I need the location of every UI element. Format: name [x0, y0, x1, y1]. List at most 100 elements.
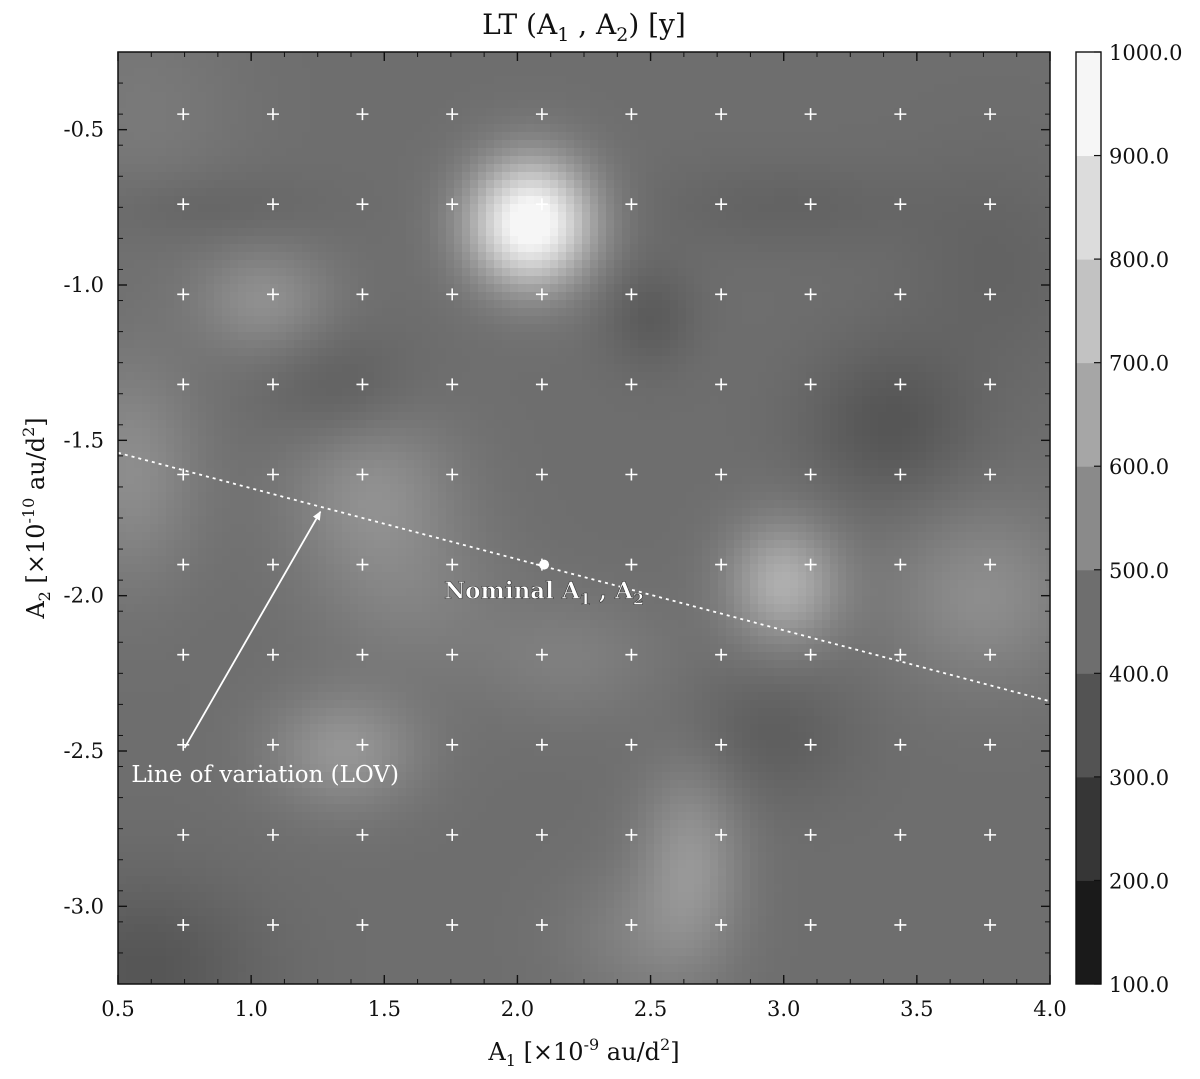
- heatmap-cell: [582, 140, 591, 149]
- heatmap-cell: [822, 76, 831, 85]
- heatmap-cell: [262, 172, 271, 181]
- heatmap-cell: [542, 316, 551, 325]
- heatmap-cell: [566, 148, 575, 157]
- heatmap-cell: [342, 308, 351, 317]
- heatmap-cell: [150, 380, 159, 389]
- heatmap-cell: [574, 180, 583, 189]
- heatmap-cell: [302, 68, 311, 77]
- heatmap-cell: [606, 364, 615, 373]
- heatmap-cell: [726, 204, 735, 213]
- heatmap-cell: [134, 76, 143, 85]
- heatmap-cell: [590, 316, 599, 325]
- heatmap-cell: [790, 180, 799, 189]
- heatmap-cell: [1046, 292, 1050, 301]
- heatmap-cell: [990, 92, 999, 101]
- heatmap-cell: [1030, 252, 1039, 261]
- heatmap-cell: [934, 148, 943, 157]
- heatmap-cell: [1022, 124, 1031, 133]
- heatmap-cell: [1006, 260, 1015, 269]
- heatmap-cell: [894, 60, 903, 69]
- heatmap-cell: [614, 100, 623, 109]
- heatmap-cell: [670, 388, 679, 397]
- heatmap-cell: [262, 388, 271, 397]
- heatmap-cell: [310, 132, 319, 141]
- heatmap-cell: [966, 148, 975, 157]
- heatmap-cell: [982, 148, 991, 157]
- heatmap-cell: [910, 300, 919, 309]
- heatmap-cell: [678, 284, 687, 293]
- heatmap-cell: [438, 228, 447, 237]
- heatmap-cell: [742, 244, 751, 253]
- heatmap-cell: [606, 348, 615, 357]
- heatmap-cell: [742, 60, 751, 69]
- heatmap-cell: [974, 292, 983, 301]
- heatmap-cell: [534, 364, 543, 373]
- heatmap-cell: [422, 388, 431, 397]
- heatmap-cell: [654, 100, 663, 109]
- heatmap-cell: [766, 308, 775, 317]
- heatmap-cell: [726, 92, 735, 101]
- heatmap-cell: [334, 60, 343, 69]
- heatmap-cell: [118, 252, 127, 261]
- heatmap-cell: [158, 388, 167, 397]
- heatmap-cell: [878, 116, 887, 125]
- heatmap-cell: [454, 212, 463, 221]
- heatmap-cell: [526, 300, 535, 309]
- heatmap-cell: [422, 188, 431, 197]
- heatmap-cell: [182, 156, 191, 165]
- heatmap-cell: [1022, 116, 1031, 125]
- heatmap-cell: [830, 308, 839, 317]
- heatmap-cell: [782, 140, 791, 149]
- heatmap-cell: [422, 268, 431, 277]
- heatmap-cell: [390, 340, 399, 349]
- heatmap-cell: [742, 180, 751, 189]
- heatmap-cell: [638, 204, 647, 213]
- heatmap-cell: [574, 164, 583, 173]
- heatmap-cell: [910, 228, 919, 237]
- heatmap-cell: [1030, 284, 1039, 293]
- heatmap-cell: [782, 356, 791, 365]
- heatmap-cell: [846, 316, 855, 325]
- heatmap-cell: [734, 340, 743, 349]
- heatmap-cell: [502, 220, 511, 229]
- heatmap-cell: [294, 388, 303, 397]
- heatmap-cell: [270, 180, 279, 189]
- heatmap-cell: [654, 212, 663, 221]
- heatmap-cell: [302, 204, 311, 213]
- heatmap-cell: [486, 244, 495, 253]
- heatmap-cell: [190, 124, 199, 133]
- heatmap-cell: [446, 132, 455, 141]
- heatmap-cell: [182, 268, 191, 277]
- heatmap-cell: [622, 364, 631, 373]
- heatmap-cell: [566, 276, 575, 285]
- heatmap-cell: [206, 340, 215, 349]
- heatmap-cell: [406, 76, 415, 85]
- heatmap-cell: [950, 124, 959, 133]
- heatmap-cell: [918, 132, 927, 141]
- heatmap-cell: [902, 340, 911, 349]
- heatmap-cell: [302, 76, 311, 85]
- heatmap-cell: [438, 372, 447, 381]
- heatmap-cell: [462, 236, 471, 245]
- heatmap-cell: [758, 308, 767, 317]
- heatmap-cell: [158, 268, 167, 277]
- heatmap-cell: [694, 196, 703, 205]
- heatmap-cell: [534, 356, 543, 365]
- heatmap-cell: [558, 76, 567, 85]
- heatmap-cell: [942, 148, 951, 157]
- heatmap-cell: [158, 340, 167, 349]
- heatmap-cell: [814, 204, 823, 213]
- heatmap-cell: [302, 332, 311, 341]
- heatmap-cell: [710, 148, 719, 157]
- heatmap-cell: [230, 204, 239, 213]
- heatmap-cell: [302, 132, 311, 141]
- heatmap-cell: [286, 372, 295, 381]
- heatmap-cell: [398, 332, 407, 341]
- heatmap-cell: [214, 180, 223, 189]
- heatmap-cell: [366, 348, 375, 357]
- heatmap-cell: [686, 284, 695, 293]
- heatmap-cell: [118, 228, 127, 237]
- heatmap-cell: [886, 76, 895, 85]
- heatmap-cell: [390, 228, 399, 237]
- heatmap-cell: [598, 252, 607, 261]
